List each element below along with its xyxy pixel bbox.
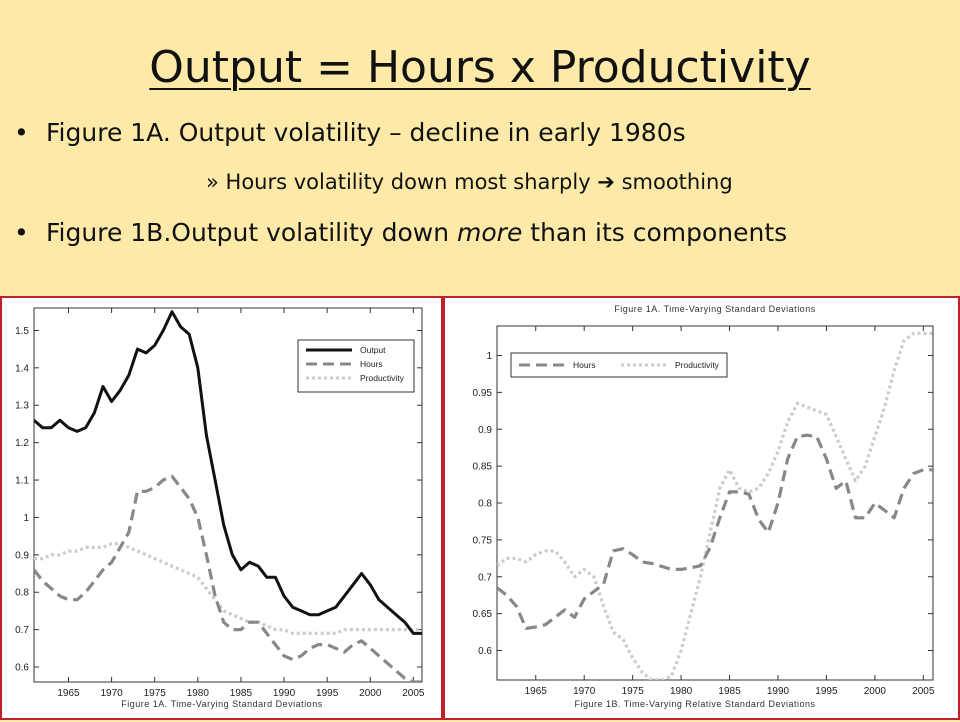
- x-tick-label: 1995: [815, 686, 838, 697]
- sub-bullet-text: Hours volatility down most sharply: [225, 170, 598, 194]
- x-tick-label: 2000: [359, 688, 382, 699]
- y-tick-label: 0.7: [15, 625, 29, 636]
- y-tick-label: 1.4: [15, 363, 29, 374]
- y-tick-label: 1: [486, 351, 492, 362]
- y-tick-label: 0.95: [473, 388, 493, 399]
- bullet-dot-icon: •: [14, 218, 29, 247]
- x-tick-label: 1965: [525, 686, 548, 697]
- x-tick-label: 2005: [402, 688, 425, 699]
- legend-label-output: Output: [360, 345, 386, 355]
- legend-label-productivity: Productivity: [360, 373, 405, 383]
- plot-frame: [496, 325, 934, 681]
- figure-1b-panel: 1965 1970 1975 1980 1985 1990 1995 2000 2005 0.6 0…: [443, 296, 960, 720]
- legend-label-hours: Hours: [573, 360, 596, 370]
- x-tick-label: 1990: [273, 688, 296, 699]
- y-tick-label: 0.9: [478, 425, 492, 436]
- y-tick-label: 0.75: [473, 535, 493, 546]
- x-tick-label: 1970: [100, 688, 123, 699]
- series-line-hours: [497, 433, 933, 630]
- y-tick-label: 1.2: [15, 438, 29, 449]
- figure-1a-chart: 1965 1970 1975 1980 1985 1990 1995 2000 2005 0.6 0…: [15, 307, 425, 709]
- y-tick-label: 1: [23, 513, 29, 524]
- bullet-2-text-a: Figure 1B.Output volatility down: [46, 218, 458, 247]
- y-tick-label: 1.3: [15, 401, 29, 412]
- sub-bullet-suffix: smoothing: [614, 170, 733, 194]
- y-tick-label: 0.6: [15, 663, 29, 674]
- y-tick-label: 0.7: [478, 572, 492, 583]
- right-arrow-icon: ➔: [597, 170, 615, 194]
- bullet-2-text-b: than its components: [522, 218, 788, 247]
- series-line-hours: [34, 474, 422, 682]
- series-line-productivity: [34, 542, 422, 635]
- x-tick-label: 1970: [573, 686, 596, 697]
- x-tick-label: 1965: [57, 688, 80, 699]
- y-tick-label: 0.85: [473, 462, 493, 473]
- y-tick-label: 1.1: [15, 476, 29, 487]
- series-line-output: [34, 310, 422, 635]
- bullet-figure-1a: • Figure 1A. Output volatility – decline …: [14, 118, 686, 147]
- x-tick-label: 1995: [316, 688, 339, 699]
- y-tick-label: 0.9: [15, 550, 29, 561]
- legend-label-hours: Hours: [360, 359, 383, 369]
- legend-label-productivity: Productivity: [675, 360, 720, 370]
- x-tick-label: 1980: [670, 686, 693, 697]
- y-tick-label: 0.8: [478, 499, 492, 510]
- slide-title: Output = Hours x Productivity: [149, 42, 811, 93]
- y-tick-label: 0.65: [473, 609, 493, 620]
- bullet-dot-icon: •: [14, 118, 29, 147]
- sub-bullet-marker: »: [206, 170, 226, 194]
- bullet-figure-1b: • Figure 1B.Output volatility down more t…: [14, 218, 787, 247]
- plot-frame: [33, 307, 423, 683]
- x-tick-label: 1985: [230, 688, 253, 699]
- x-tick-label: 1985: [718, 686, 741, 697]
- x-tick-label: 1980: [187, 688, 210, 699]
- figure-caption: Figure 1B. Time-Varying Relative Standar…: [575, 699, 816, 709]
- x-tick-label: 1990: [767, 686, 790, 697]
- figure-top-caption: Figure 1A. Time-Varying Standard Deviati…: [614, 304, 815, 314]
- x-tick-label: 1975: [144, 688, 167, 699]
- sub-bullet-hours: » Hours volatility down most sharply ➔ s…: [206, 170, 733, 194]
- legend-box: [297, 339, 415, 393]
- y-tick-label: 1.5: [15, 326, 29, 337]
- figure-caption: Figure 1A. Time-Varying Standard Deviati…: [121, 699, 322, 709]
- x-tick-label: 1975: [622, 686, 645, 697]
- figure-1a-panel: 1965 1970 1975 1980 1985 1990 1995 2000 2005 0.6 0…: [0, 296, 443, 720]
- bullet-1-text: Figure 1A. Output volatility – decline i…: [46, 118, 686, 147]
- bullet-2-emphasis: more: [457, 218, 523, 247]
- y-tick-label: 0.8: [15, 588, 29, 599]
- x-tick-label: 2005: [912, 686, 935, 697]
- series-line-productivity: [497, 331, 933, 680]
- x-tick-label: 2000: [864, 686, 887, 697]
- figure-1b-chart: 1965 1970 1975 1980 1985 1990 1995 2000 2005 0.6 0…: [473, 304, 935, 709]
- y-tick-label: 0.6: [478, 646, 492, 657]
